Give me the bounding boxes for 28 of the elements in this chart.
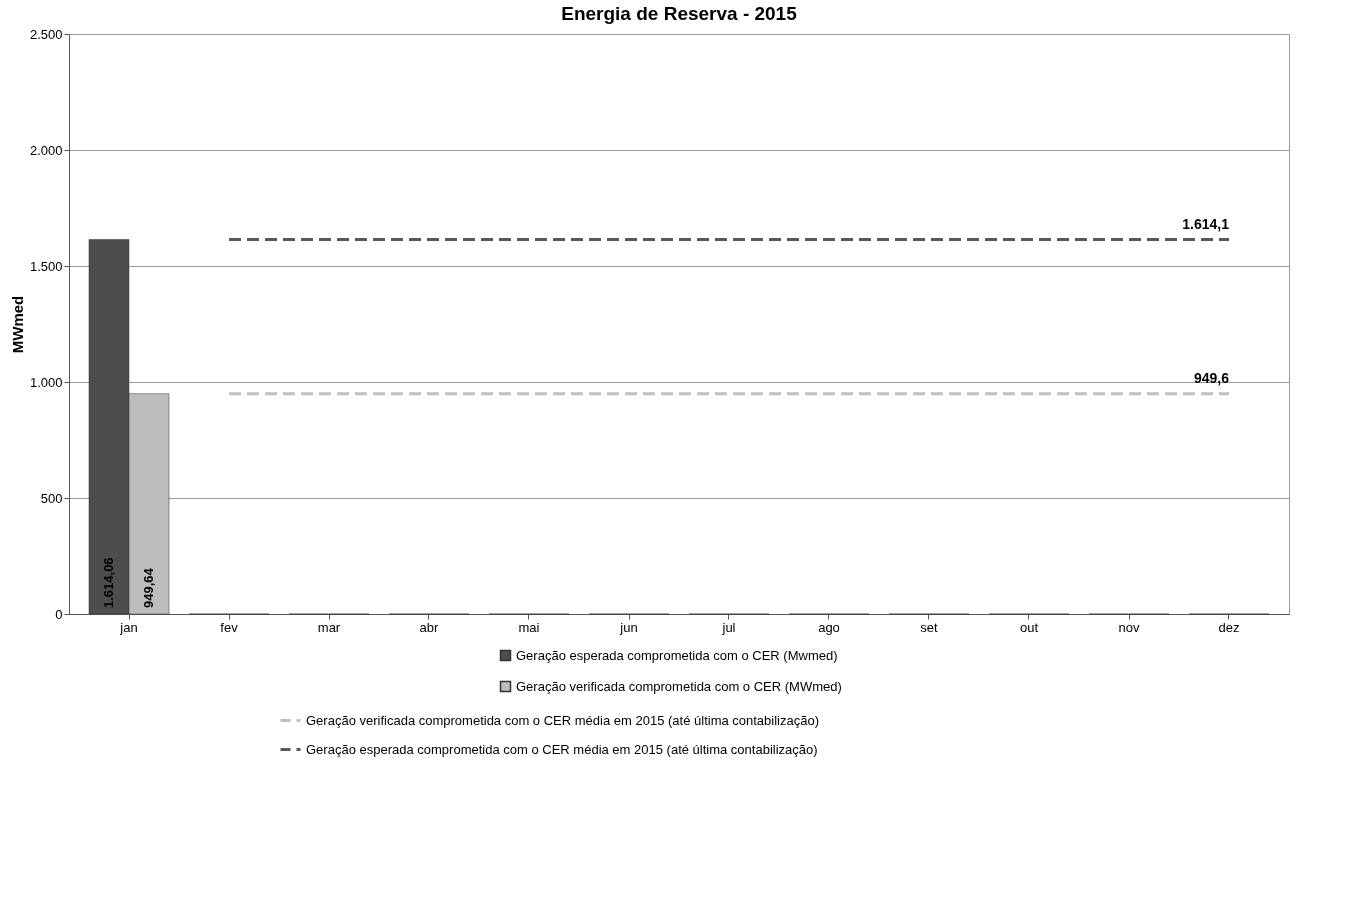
x-tick-label: nov — [1118, 619, 1140, 635]
x-tick-label: jul — [721, 619, 736, 635]
data-label: 1.614,06 — [101, 557, 116, 608]
y-axis-title: MWmed — [8, 295, 26, 354]
y-tick-label: 0 — [55, 606, 63, 622]
chart-title: Energia de Reserva - 2015 — [561, 3, 798, 24]
x-tick-label: dez — [1218, 619, 1240, 635]
y-tick-label: 1.000 — [29, 374, 63, 390]
x-tick-label: jun — [619, 619, 638, 635]
y-tick-label: 2.000 — [29, 142, 63, 158]
data-label: 949,6 — [1193, 369, 1230, 386]
data-label: 949,64 — [141, 567, 156, 608]
x-tick-label: mar — [317, 619, 341, 635]
data-label: 1.614,1 — [1182, 215, 1230, 232]
y-tick-label: 1.500 — [29, 258, 63, 274]
y-tick-label: 2.500 — [29, 26, 63, 42]
x-tick-label: abr — [419, 619, 440, 635]
y-tick-label: 500 — [40, 490, 63, 506]
x-tick-label: mai — [518, 619, 540, 635]
legend-label: Geração esperada comprometida com o CER (Mwmed) — [516, 647, 838, 663]
x-tick-label: ago — [818, 619, 840, 635]
legend-label: Geração esperada comprometida com o CER média em 2015 (até última contabilização) — [306, 741, 818, 757]
legend-label: Geração verificada comprometida com o CER (MWmed) — [516, 678, 842, 694]
x-tick-label: jan — [119, 619, 138, 635]
x-tick-label: set — [920, 619, 939, 635]
legend-label: Geração verificada comprometida com o CER média em 2015 (até última contabilização) — [306, 712, 820, 728]
x-tick-label: fev — [220, 619, 239, 635]
x-tick-label: out — [1019, 619, 1039, 635]
